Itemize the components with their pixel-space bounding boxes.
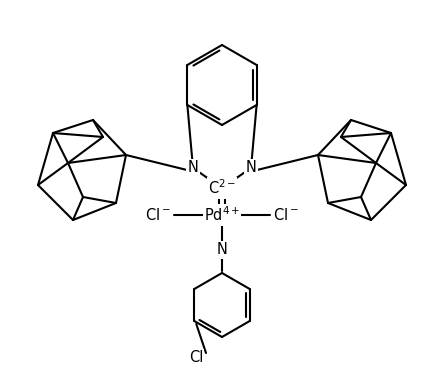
Text: N: N xyxy=(217,243,227,257)
Text: Cl$^-$: Cl$^-$ xyxy=(273,207,299,223)
Text: Cl$^-$: Cl$^-$ xyxy=(145,207,171,223)
Text: N: N xyxy=(187,161,198,175)
Text: N: N xyxy=(246,161,257,175)
Text: Pd$^{4+}$: Pd$^{4+}$ xyxy=(204,206,240,225)
Text: Cl: Cl xyxy=(189,350,203,366)
Text: C$^{2-}$: C$^{2-}$ xyxy=(208,179,236,197)
